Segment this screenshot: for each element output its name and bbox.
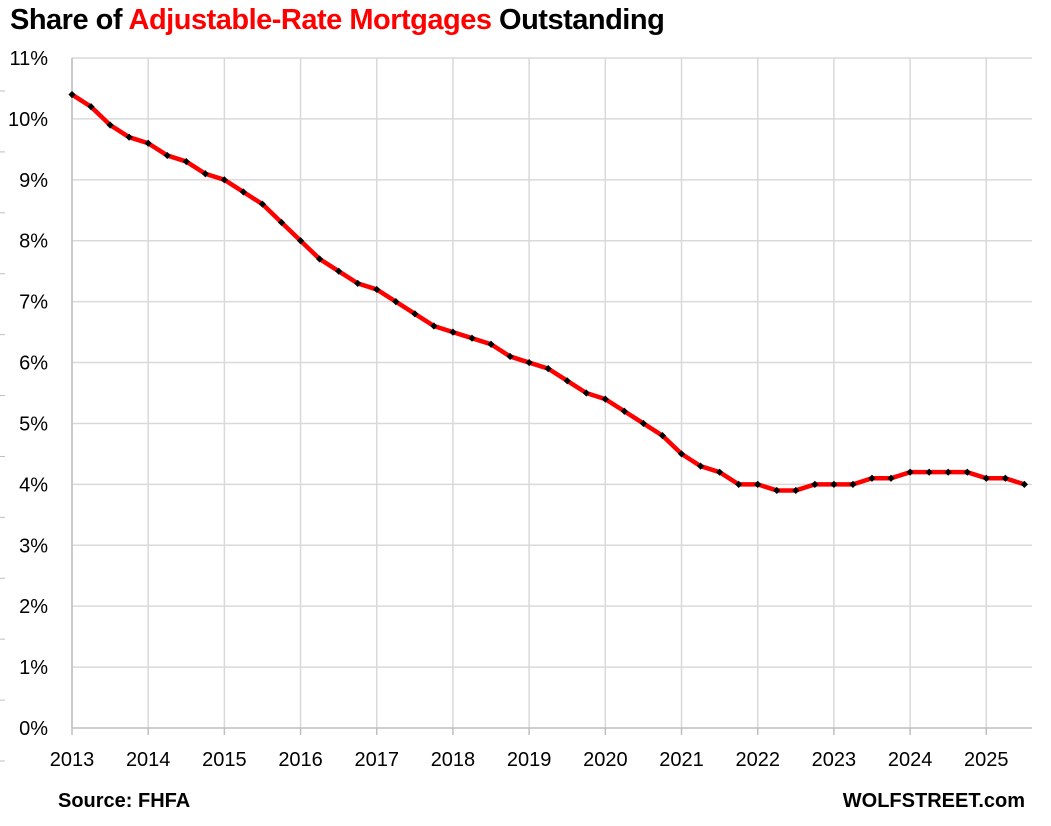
data-point bbox=[335, 267, 343, 275]
data-point bbox=[963, 468, 971, 476]
x-tick-label: 2014 bbox=[126, 749, 171, 771]
data-point bbox=[106, 121, 114, 129]
chart-title: Share of Adjustable-Rate Mortgages Outst… bbox=[10, 4, 665, 37]
y-tick-label: 9% bbox=[19, 170, 48, 192]
data-point bbox=[925, 468, 933, 476]
x-tick-label: 2018 bbox=[431, 749, 476, 771]
source-note: Source: FHFA bbox=[58, 790, 191, 812]
data-point bbox=[754, 480, 762, 488]
data-point bbox=[1001, 474, 1009, 482]
data-point bbox=[296, 237, 305, 245]
y-tick-label: 11% bbox=[9, 48, 48, 70]
data-point bbox=[887, 474, 895, 482]
data-point bbox=[620, 407, 628, 415]
data-point bbox=[87, 103, 95, 111]
data-point bbox=[716, 468, 724, 476]
y-tick-label: 7% bbox=[19, 292, 48, 314]
data-point bbox=[563, 377, 571, 385]
x-tick-label: 2015 bbox=[202, 749, 247, 771]
data-point bbox=[506, 352, 514, 361]
x-tick-label: 2016 bbox=[278, 749, 323, 771]
y-axis-ticks: 0% 1% 2% 3% 4% 5% 6% 7% 8% 9% 10% 11% bbox=[8, 48, 48, 740]
data-point bbox=[182, 157, 190, 166]
y-tick-label: 6% bbox=[19, 353, 48, 375]
data-point bbox=[735, 480, 743, 488]
data-point bbox=[792, 486, 800, 495]
data-point bbox=[220, 176, 228, 184]
data-point bbox=[125, 133, 133, 141]
title-suffix: Outstanding bbox=[491, 4, 665, 36]
data-point bbox=[639, 419, 648, 428]
data-point bbox=[811, 480, 819, 488]
data-point bbox=[525, 358, 533, 367]
data-point bbox=[163, 151, 171, 160]
data-point bbox=[316, 255, 324, 263]
x-tick-label: 2020 bbox=[583, 749, 628, 771]
y-tick-label: 0% bbox=[19, 718, 48, 740]
x-axis-ticks: 2013 2014 2015 2016 2017 2018 2019 2020 2021 2022… bbox=[50, 749, 1009, 771]
x-tick-label: 2024 bbox=[888, 749, 933, 771]
data-point bbox=[144, 139, 152, 147]
data-point bbox=[849, 480, 857, 488]
x-tick-label: 2013 bbox=[50, 749, 95, 771]
y-tick-label: 4% bbox=[19, 474, 48, 496]
data-point bbox=[982, 474, 990, 482]
data-point bbox=[906, 468, 914, 476]
title-highlight: Adjustable-Rate Mortgages bbox=[128, 4, 492, 36]
data-point bbox=[544, 365, 552, 373]
data-point bbox=[392, 298, 400, 306]
y-tick-label: 10% bbox=[8, 109, 48, 131]
data-point bbox=[239, 188, 248, 196]
title-prefix: Share of bbox=[10, 4, 129, 36]
data-point bbox=[430, 322, 438, 330]
data-point bbox=[449, 328, 457, 336]
x-tick-label: 2025 bbox=[964, 749, 1009, 771]
data-point bbox=[658, 432, 667, 440]
data-point bbox=[944, 468, 952, 476]
series-layer bbox=[68, 90, 1028, 495]
data-point bbox=[773, 486, 781, 495]
y-tick-label: 5% bbox=[19, 413, 48, 435]
data-point bbox=[201, 170, 209, 178]
data-point bbox=[468, 334, 476, 342]
y-tick-label: 3% bbox=[19, 535, 48, 557]
axes bbox=[0, 58, 1032, 762]
y-tick-label: 2% bbox=[19, 596, 48, 618]
x-tick-label: 2023 bbox=[812, 749, 857, 771]
data-point bbox=[677, 450, 686, 458]
data-point bbox=[258, 200, 267, 208]
y-tick-label: 1% bbox=[19, 657, 48, 679]
data-point bbox=[68, 90, 76, 99]
data-point bbox=[411, 310, 419, 318]
data-point bbox=[582, 389, 590, 397]
data-point bbox=[601, 395, 609, 403]
data-point bbox=[1020, 480, 1028, 488]
x-tick-label: 2017 bbox=[355, 749, 400, 771]
data-point bbox=[830, 480, 838, 488]
data-point bbox=[373, 285, 381, 294]
gridlines bbox=[71, 57, 1032, 728]
data-point bbox=[277, 218, 286, 227]
data-point bbox=[487, 340, 495, 348]
series-line bbox=[69, 92, 1027, 493]
x-tick-label: 2019 bbox=[507, 749, 552, 771]
data-point bbox=[696, 462, 705, 470]
y-tick-label: 8% bbox=[19, 231, 48, 253]
site-credit: WOLFSTREET.com bbox=[842, 790, 1025, 812]
data-point bbox=[354, 279, 362, 287]
data-point bbox=[868, 474, 876, 482]
x-tick-label: 2022 bbox=[735, 749, 780, 771]
x-tick-label: 2021 bbox=[659, 749, 704, 771]
